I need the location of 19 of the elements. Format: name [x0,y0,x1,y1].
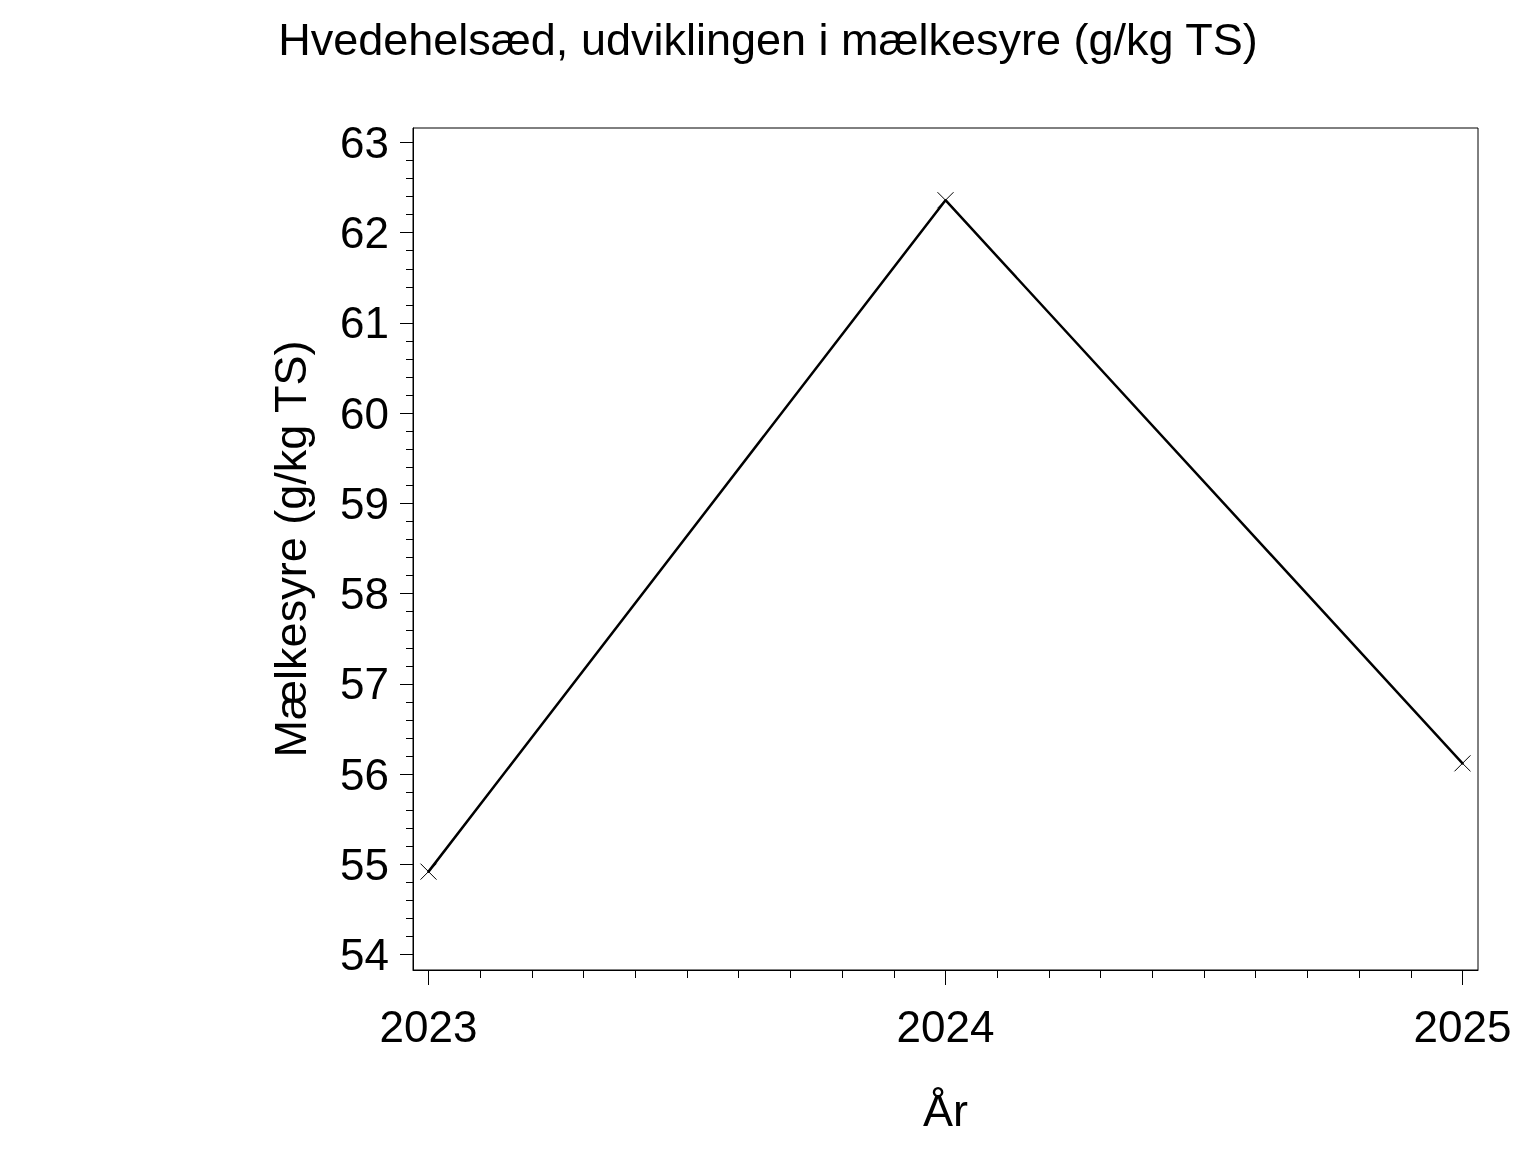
point [937,191,954,209]
x-axis-title: År [923,1085,969,1136]
y-tick-label: 63 [340,117,389,167]
y-tick-label: 55 [340,839,389,889]
x-tick-label: 2025 [1413,1001,1512,1051]
x-tick-label: 2024 [896,1001,995,1051]
x-tick-label: 2023 [379,1001,478,1051]
chart-title: Hvedehelsæd, udviklingen i mælkesyre (g/kg TS) [278,14,1258,65]
y-tick-label: 57 [340,659,389,709]
point [420,863,438,881]
y-tick-label: 58 [340,569,389,619]
y-tick-label: 60 [340,388,389,438]
point [1453,754,1471,772]
y-tick-label: 59 [340,478,389,528]
y-tick-label: 54 [340,930,389,980]
y-axis-title: Mælkesyre (g/kg TS) [265,340,316,758]
y-tick-label: 61 [340,298,389,348]
y-tick-label: 62 [340,208,389,258]
y-tick-label: 56 [340,749,389,799]
